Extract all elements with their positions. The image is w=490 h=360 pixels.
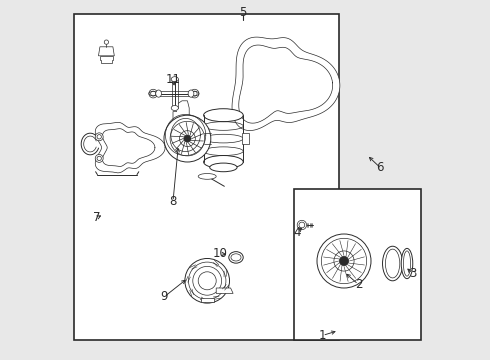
Bar [294,189,421,340]
Circle shape [185,258,229,303]
Circle shape [95,133,103,141]
Polygon shape [232,37,340,131]
Circle shape [297,220,307,230]
Bar [74,14,339,340]
Circle shape [184,135,191,142]
Circle shape [339,256,349,266]
Polygon shape [216,288,233,293]
Bar [242,133,248,144]
Ellipse shape [156,90,162,97]
Text: 7: 7 [93,211,100,224]
Ellipse shape [204,156,243,168]
Circle shape [164,115,211,162]
Circle shape [179,131,196,147]
Polygon shape [98,47,114,56]
Ellipse shape [198,174,216,179]
Ellipse shape [188,90,194,97]
Polygon shape [173,101,189,140]
Text: 11: 11 [166,73,180,86]
Circle shape [317,234,371,288]
Text: 1: 1 [318,329,326,342]
Circle shape [104,40,109,44]
Ellipse shape [171,105,178,111]
Text: 10: 10 [212,247,227,260]
Polygon shape [100,56,113,63]
Circle shape [334,251,354,271]
Circle shape [190,89,199,98]
Polygon shape [201,298,214,302]
Circle shape [95,154,103,162]
Circle shape [149,89,157,98]
Text: 6: 6 [376,161,384,174]
Ellipse shape [383,246,403,281]
Ellipse shape [204,109,243,122]
Ellipse shape [401,248,413,279]
Text: 5: 5 [240,6,247,19]
Text: 2: 2 [355,278,362,291]
Text: 9: 9 [160,291,168,303]
Text: 8: 8 [170,195,177,208]
Text: 3: 3 [409,267,416,280]
Ellipse shape [171,77,178,82]
Ellipse shape [210,163,237,172]
Text: 4: 4 [294,226,301,239]
